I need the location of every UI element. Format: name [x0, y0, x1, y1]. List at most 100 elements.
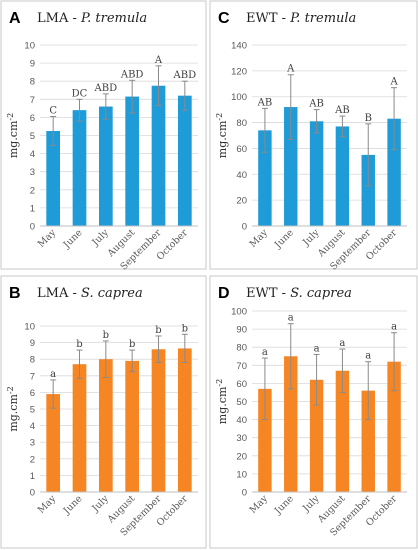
- y-tick-label: 100: [231, 307, 247, 318]
- y-tick-label: 4: [30, 149, 35, 160]
- chart-title: EWT - S. caprea: [246, 286, 352, 301]
- significance-label: A: [389, 77, 398, 88]
- y-tick-label: 3: [30, 167, 35, 178]
- bar-september: [151, 85, 166, 226]
- y-tick-label: 5: [30, 405, 35, 416]
- significance-label: ABD: [173, 70, 197, 81]
- chart-title: LMA - P. tremula: [37, 11, 147, 26]
- significance-label: C: [49, 105, 57, 116]
- significance-label: A: [286, 64, 295, 75]
- bar-june: [284, 356, 298, 492]
- bar-august: [335, 126, 350, 226]
- bar-july: [98, 106, 113, 226]
- y-tick-label: 2: [30, 185, 35, 196]
- y-tick-label: 80: [236, 118, 247, 129]
- bar-may: [46, 130, 61, 226]
- chart-title-species: P. tremula: [289, 11, 356, 26]
- chart-panel-a: A LMA - P. tremula012345678910mg.cm-2CMay…: [0, 0, 207, 273]
- chart-panel-b: B LMA - S. caprea012345678910mg.cm-2aMayb…: [0, 275, 207, 549]
- significance-label: b: [182, 323, 188, 334]
- y-tick-label: 70: [236, 361, 247, 372]
- y-axis-label: mg.cm-2: [215, 113, 230, 158]
- y-tick-label: 6: [30, 388, 35, 399]
- y-tick-label: 1: [30, 471, 35, 482]
- y-tick-label: 8: [30, 355, 35, 366]
- y-axis-label: mg.cm-2: [6, 386, 21, 431]
- significance-label: a: [288, 313, 294, 324]
- chart-panel-c: C EWT - P. tremula 0 20 40 60 80 100 120 140 mg.cm…: [209, 0, 418, 273]
- significance-label: ABD: [94, 83, 118, 94]
- bar-may: [46, 394, 61, 492]
- significance-label: a: [339, 338, 345, 349]
- chart-title-species: P. tremula: [80, 11, 147, 26]
- bar-september: [361, 390, 375, 492]
- significance-label: b: [76, 339, 82, 350]
- bar-june: [284, 107, 298, 226]
- y-axis-label-unit: mg.cm: [7, 120, 20, 158]
- significance-label: DC: [72, 88, 88, 99]
- bar-october: [177, 348, 192, 492]
- chart-title-prefix: LMA -: [37, 286, 81, 301]
- y-axis-label-exponent: -2: [6, 386, 15, 394]
- significance-label: a: [314, 343, 320, 354]
- significance-label: AB: [257, 97, 273, 108]
- y-tick-label: 3: [30, 438, 35, 449]
- y-axis-label: mg.cm-2: [6, 113, 21, 158]
- significance-label: b: [103, 330, 109, 341]
- chart-title: EWT - P. tremula: [246, 11, 356, 26]
- significance-label: AB: [308, 99, 324, 110]
- y-axis-label-exponent: -2: [215, 113, 224, 121]
- y-tick-label: 7: [30, 371, 35, 382]
- bar-august: [125, 360, 140, 492]
- significance-label: AB: [334, 105, 350, 116]
- significance-label: a: [391, 322, 397, 333]
- bar-september: [151, 349, 166, 492]
- y-tick-label: 0: [30, 222, 35, 233]
- panel-letter: C: [218, 10, 230, 27]
- bar-may: [258, 130, 272, 226]
- panel-letter: D: [218, 285, 230, 302]
- bar-october: [387, 118, 401, 226]
- y-tick-label: 0: [30, 488, 35, 499]
- significance-label: B: [365, 113, 372, 124]
- significance-label: A: [154, 55, 163, 66]
- y-tick-label: 140: [231, 41, 247, 52]
- y-tick-label: 20: [236, 451, 247, 462]
- significance-label: a: [365, 351, 371, 362]
- chart-title-prefix: LMA -: [37, 11, 81, 26]
- significance-label: b: [129, 339, 135, 350]
- y-tick-label: 20: [236, 196, 247, 207]
- y-tick-label: 1: [30, 203, 35, 214]
- bar-october: [177, 95, 192, 227]
- y-tick-label: 80: [236, 343, 247, 354]
- y-axis-label-exponent: -2: [215, 379, 224, 387]
- chart-title: LMA - S. caprea: [37, 286, 143, 301]
- y-tick-label: 40: [236, 415, 247, 426]
- significance-label: ABD: [120, 69, 144, 80]
- bar-june: [72, 110, 87, 226]
- bar-july: [309, 121, 324, 226]
- significance-label: b: [155, 325, 161, 336]
- chart-title-species: S. caprea: [290, 286, 352, 301]
- y-tick-label: 60: [236, 144, 247, 155]
- y-axis-label: mg.cm-2: [215, 379, 230, 424]
- bar-august: [125, 96, 140, 227]
- chart-title-prefix: EWT -: [246, 286, 290, 301]
- y-axis-label-unit: mg.cm: [7, 394, 20, 432]
- bar-august: [335, 370, 350, 492]
- chart-title-species: S. caprea: [81, 286, 143, 301]
- significance-label: a: [50, 369, 56, 380]
- y-axis-label-unit: mg.cm: [216, 120, 229, 158]
- y-tick-label: 4: [30, 421, 35, 432]
- y-tick-label: 8: [30, 77, 35, 88]
- bar-may: [258, 388, 272, 492]
- chart-title-prefix: EWT -: [246, 11, 290, 26]
- bar-july: [98, 359, 113, 492]
- y-tick-label: 90: [236, 325, 247, 336]
- y-axis-label-unit: mg.cm: [216, 386, 229, 424]
- y-tick-label: 50: [236, 397, 247, 408]
- bar-october: [387, 361, 401, 492]
- y-tick-label: 60: [236, 379, 247, 390]
